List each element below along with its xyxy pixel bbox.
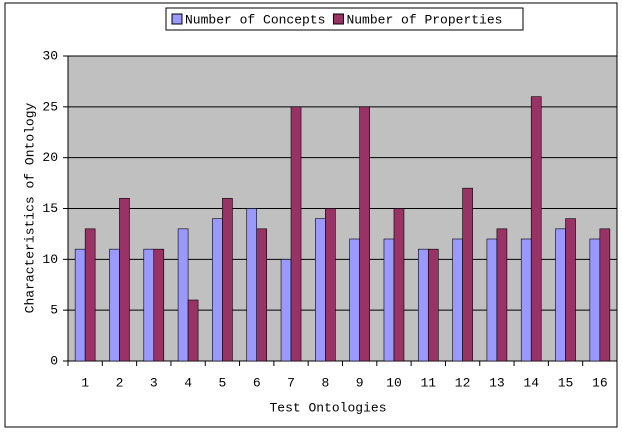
bar: [143, 248, 155, 362]
bar: [119, 198, 130, 362]
bar: [599, 228, 611, 362]
y-tick-label: 10: [42, 252, 58, 267]
x-tick-label: 12: [455, 375, 471, 390]
bar: [325, 208, 336, 362]
legend-label: Number of Concepts: [185, 12, 325, 27]
y-tick-label: 20: [42, 150, 58, 165]
x-tick-label: 14: [523, 375, 539, 390]
bar: [383, 238, 395, 362]
bar: [222, 198, 233, 362]
x-tick-label: 4: [184, 375, 192, 390]
bar: [359, 106, 370, 362]
bar: [84, 228, 96, 362]
y-tick-label: 30: [42, 48, 58, 63]
y-axis-label: Characteristics of Ontology: [22, 102, 37, 313]
bar: [417, 248, 429, 362]
bar: [187, 299, 199, 362]
bar: [520, 238, 532, 362]
bar: [109, 248, 120, 362]
bar: [349, 238, 360, 362]
x-tick-label: 9: [356, 375, 364, 390]
y-tick-label: 0: [50, 353, 58, 368]
x-tick-label: 2: [116, 375, 124, 390]
bar: [393, 208, 405, 362]
bar: [589, 238, 601, 362]
bar: [153, 248, 165, 362]
legend-label: Number of Properties: [346, 12, 502, 27]
bar: [177, 228, 189, 362]
x-axis-label: Test Ontologies: [269, 400, 386, 415]
bar: [427, 248, 439, 362]
bar: [280, 259, 292, 362]
bar: [555, 228, 566, 362]
bar: [565, 218, 576, 362]
x-tick-label: 11: [420, 375, 436, 390]
bar: [246, 208, 258, 362]
y-tick-label: 25: [42, 99, 58, 114]
bar: [486, 238, 498, 362]
bar: [315, 218, 326, 362]
bar: [256, 228, 268, 362]
x-tick-label: 6: [253, 375, 261, 390]
bar: [212, 218, 223, 362]
bar: [74, 248, 86, 362]
x-tick-label: 1: [81, 375, 89, 390]
bar: [290, 106, 302, 362]
x-tick-label: 3: [150, 375, 158, 390]
bar: [462, 187, 473, 362]
x-tick-label: 8: [321, 375, 329, 390]
bar: [452, 238, 463, 362]
bar: [530, 96, 542, 362]
y-tick-label: 15: [42, 201, 58, 216]
legend-swatch: [171, 13, 183, 25]
x-tick-label: 13: [489, 375, 505, 390]
x-tick-label: 10: [386, 375, 402, 390]
x-tick-label: 15: [558, 375, 574, 390]
y-tick-label: 5: [50, 303, 58, 318]
bar: [496, 228, 508, 362]
legend-box: [165, 7, 524, 31]
x-tick-label: 5: [219, 375, 227, 390]
x-tick-label: 7: [287, 375, 295, 390]
x-tick-label: 16: [592, 375, 608, 390]
legend-swatch: [332, 13, 344, 25]
